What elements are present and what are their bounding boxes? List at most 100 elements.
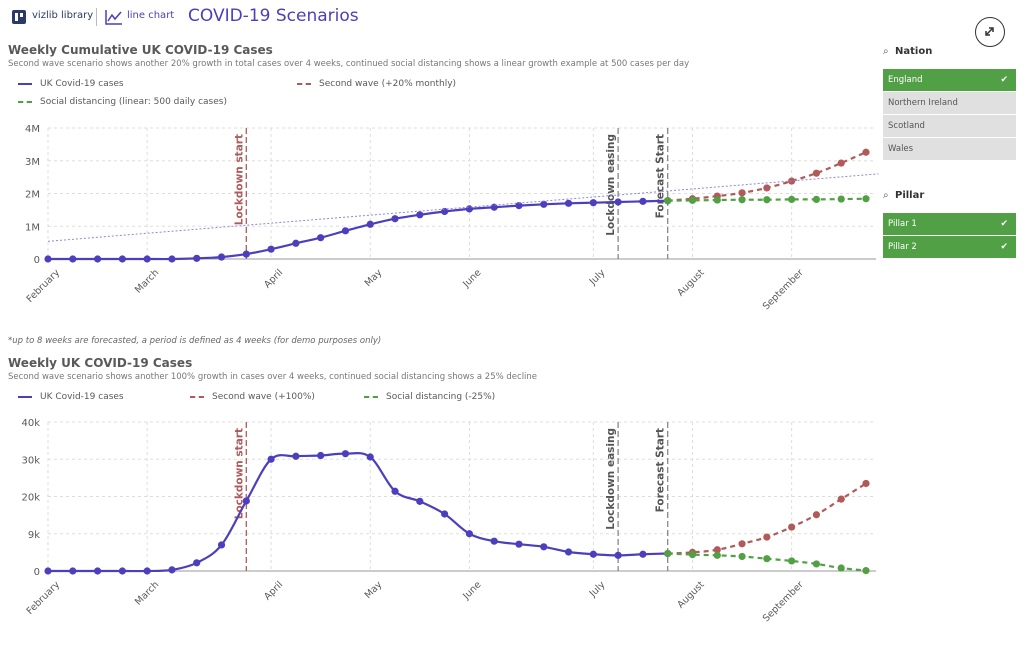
chart-type-label: line chart [127, 10, 175, 21]
data-point [639, 550, 647, 558]
legend-item-social-distancing[interactable]: Social distancing (-25%) [364, 392, 495, 402]
x-tick-label: April [262, 579, 285, 602]
chart-title-cumulative: Weekly Cumulative UK COVID-19 Cases [8, 43, 273, 57]
top-bar: vizlib library line chart COVID-19 Scena… [0, 0, 1024, 47]
data-point [441, 510, 449, 518]
data-point [341, 450, 350, 458]
legend-label: Second wave (+20% monthly) [319, 79, 457, 89]
data-point [217, 253, 226, 261]
data-point [614, 551, 622, 559]
legend-item-second-wave[interactable]: Second wave (+20% monthly) [297, 79, 456, 89]
x-tick-label: August [675, 579, 706, 610]
data-point [589, 550, 597, 558]
annotation-label: Lockdown start [233, 134, 245, 225]
data-point [317, 234, 325, 242]
data-point [664, 549, 672, 558]
data-point [540, 200, 548, 208]
legend-item-actual[interactable]: UK Covid-19 cases [18, 392, 124, 402]
data-point [788, 557, 796, 565]
filter-item-label: Pillar 2 [888, 242, 917, 252]
search-icon[interactable]: ⌕ [883, 190, 889, 201]
filter-item[interactable]: Northern Ireland [883, 92, 1016, 115]
annotation-label: Lockdown easing [605, 428, 617, 530]
nation-filter-header: ⌕ Nation [883, 41, 1016, 63]
legend-label: UK Covid-19 cases [40, 392, 124, 402]
data-point [69, 567, 77, 575]
legend-label: Social distancing (-25%) [386, 392, 496, 402]
data-point [242, 250, 250, 258]
data-point [812, 195, 821, 203]
weekly-cases-chart[interactable]: 0 9k 20k 30k 40k February March April May June Jul… [0, 0, 880, 648]
filter-item-label: Wales [888, 144, 914, 154]
data-point [837, 195, 845, 203]
check-icon: ✔ [1000, 219, 1008, 229]
chart-title-weekly: Weekly UK COVID-19 Cases [8, 356, 193, 370]
y-tick-label: 1M [25, 222, 40, 233]
filter-item-label: Scotland [888, 121, 925, 131]
chart-subtitle-cumulative: Second wave scenario shows another 20% g… [8, 59, 690, 69]
y-tick-label: 40k [21, 418, 40, 429]
search-icon[interactable]: ⌕ [883, 46, 889, 57]
x-tick-label: February [25, 579, 63, 617]
filter-item[interactable]: Wales [883, 138, 1016, 161]
data-point [688, 196, 697, 204]
annotation-label: Forecast Start [655, 428, 667, 512]
expand-button[interactable] [975, 17, 1005, 47]
data-point [267, 245, 275, 253]
data-point [862, 195, 870, 203]
legend-swatch [364, 395, 378, 398]
data-point [540, 543, 548, 551]
data-point [416, 497, 424, 505]
legend-item-social-distancing[interactable]: Social distancing (linear: 500 daily cas… [18, 97, 227, 107]
filter-item[interactable]: Scotland [883, 115, 1016, 138]
data-point [738, 196, 746, 204]
data-point [267, 455, 275, 463]
legend-item-second-wave[interactable]: Second wave (+100%) [190, 392, 315, 402]
data-point [168, 566, 176, 574]
data-point [788, 177, 796, 185]
x-tick-label: June [460, 579, 483, 602]
data-point [738, 189, 746, 197]
data-point [242, 497, 250, 505]
data-point [788, 523, 796, 531]
annotation-label: Lockdown easing [605, 134, 617, 236]
filter-item[interactable]: Pillar 1 ✔ [883, 213, 1016, 236]
app-title: COVID-19 Scenarios [188, 6, 359, 26]
data-point [564, 548, 573, 556]
divider [96, 8, 97, 26]
legend-label: Social distancing (linear: 500 daily cas… [40, 97, 227, 107]
y-tick-label: 9k [28, 530, 40, 541]
filter-item[interactable]: England ✔ [883, 69, 1016, 92]
line-chart-icon [105, 10, 122, 25]
legend-swatch [18, 82, 32, 85]
data-point [416, 211, 424, 219]
data-point [837, 564, 845, 572]
data-point [639, 197, 647, 205]
data-point [317, 451, 325, 460]
filter-title: Pillar [895, 190, 925, 201]
filter-item-label: Northern Ireland [888, 98, 958, 108]
expand-icon [985, 27, 994, 36]
data-point [44, 255, 52, 263]
vizlib-logo-icon [12, 10, 26, 24]
data-point [93, 567, 102, 575]
legend-item-actual[interactable]: UK Covid-19 cases [18, 79, 124, 89]
x-tick-label: September [761, 579, 806, 624]
nation-list: England ✔ Northern Ireland Scotland Wales [883, 69, 1016, 161]
check-icon: ✔ [1000, 242, 1008, 252]
data-point [366, 453, 374, 461]
y-tick-label: 3M [25, 157, 40, 168]
data-point [292, 239, 300, 247]
data-point [69, 255, 77, 263]
brand-label: vizlib library [32, 10, 94, 21]
pillar-list: Pillar 1 ✔ Pillar 2 ✔ [883, 213, 1016, 259]
data-point [564, 199, 573, 207]
filter-item[interactable]: Pillar 2 ✔ [883, 236, 1016, 259]
y-tick-label: 4M [25, 124, 40, 135]
legend-swatch [18, 100, 32, 103]
data-point [93, 255, 102, 263]
data-point [862, 567, 870, 575]
filter-item-label: England [888, 75, 923, 85]
data-point [118, 255, 126, 263]
